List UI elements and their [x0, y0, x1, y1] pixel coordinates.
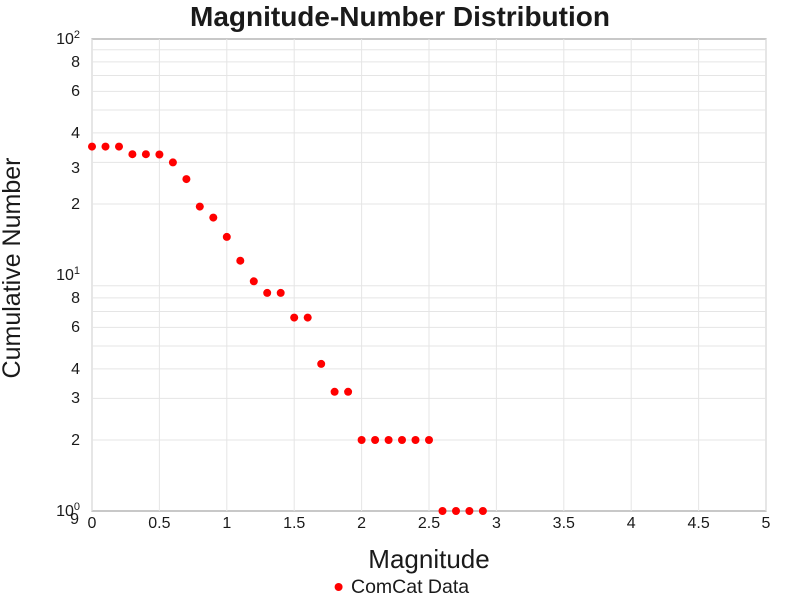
- svg-text:4: 4: [71, 125, 80, 142]
- svg-text:2: 2: [71, 196, 80, 213]
- svg-text:Cumulative Number: Cumulative Number: [0, 158, 26, 379]
- svg-text:Magnitude: Magnitude: [368, 544, 489, 574]
- svg-text:1: 1: [222, 515, 231, 532]
- svg-text:2.5: 2.5: [418, 515, 440, 532]
- svg-text:2: 2: [357, 515, 366, 532]
- svg-text:3: 3: [71, 390, 80, 407]
- svg-text:Magnitude-Number Distribution: Magnitude-Number Distribution: [190, 1, 610, 32]
- svg-text:102: 102: [56, 29, 80, 48]
- svg-text:3.5: 3.5: [553, 515, 575, 532]
- svg-text:4.5: 4.5: [687, 515, 709, 532]
- svg-text:0: 0: [88, 515, 97, 532]
- svg-text:101: 101: [56, 265, 80, 284]
- svg-text:5: 5: [762, 515, 771, 532]
- svg-text:0.5: 0.5: [148, 515, 170, 532]
- svg-text:6: 6: [71, 319, 80, 336]
- svg-text:8: 8: [71, 54, 80, 71]
- svg-text:ComCat Data: ComCat Data: [351, 576, 469, 598]
- svg-text:3: 3: [71, 160, 80, 177]
- svg-text:3: 3: [492, 515, 501, 532]
- svg-text:9: 9: [70, 511, 79, 528]
- svg-text:4: 4: [627, 515, 636, 532]
- svg-text:4: 4: [71, 361, 80, 378]
- svg-text:1.5: 1.5: [283, 515, 305, 532]
- svg-text:8: 8: [71, 290, 80, 307]
- svg-text:6: 6: [71, 83, 80, 100]
- svg-text:2: 2: [71, 432, 80, 449]
